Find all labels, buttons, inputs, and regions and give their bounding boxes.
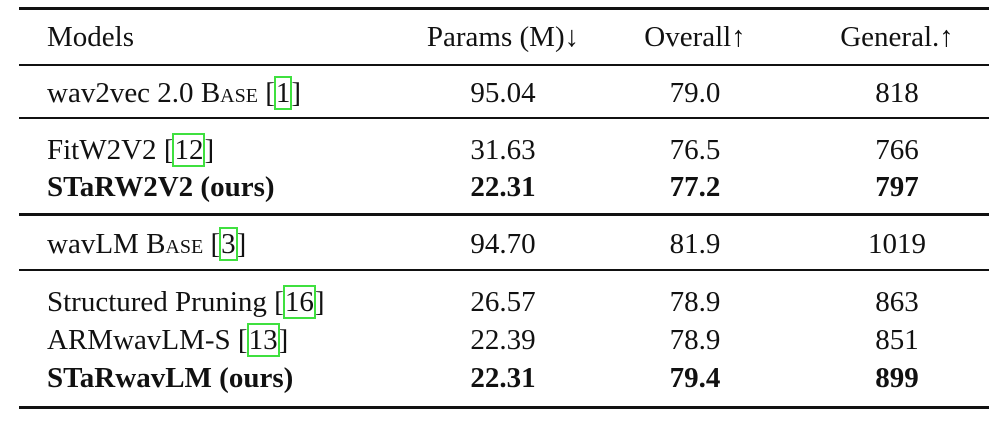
value-cell: 818 xyxy=(875,77,919,109)
citation-link[interactable]: 12 xyxy=(172,133,206,167)
header-cell: Overall↑ xyxy=(644,21,746,53)
value-cell: 899 xyxy=(875,362,919,394)
value-cell: 94.70 xyxy=(470,228,536,260)
model-name: FitW2V2 xyxy=(47,134,164,166)
header-cell: General.↑ xyxy=(840,21,954,53)
citation: [3] xyxy=(210,227,247,261)
model-name: wav2vec 2.0 xyxy=(47,77,201,109)
header-rule xyxy=(19,64,989,66)
citation-link[interactable]: 16 xyxy=(282,285,316,319)
model-name: Structured Pruning xyxy=(47,286,275,318)
model-name: wavLM xyxy=(47,228,147,260)
model-cell: STaRwavLM (ours) xyxy=(47,361,293,395)
value-cell: 81.9 xyxy=(669,228,721,260)
model-name: ARMwavLM-S xyxy=(47,324,238,356)
header-cell: Models xyxy=(47,21,134,53)
header-cell: Params (M)↓ xyxy=(426,21,580,53)
model-cell: Structured Pruning [16] xyxy=(47,285,325,319)
citation: [12] xyxy=(163,133,215,167)
value-cell: 22.39 xyxy=(470,324,536,356)
model-variant: Base xyxy=(146,228,204,260)
bottom-rule xyxy=(19,406,989,409)
value-cell: 851 xyxy=(875,324,919,356)
value-cell: 1019 xyxy=(868,228,926,260)
model-cell: wavLM Base [3] xyxy=(47,227,246,261)
top-rule xyxy=(19,7,989,10)
model-cell: STaRW2V2 (ours) xyxy=(47,170,275,204)
citation: [16] xyxy=(274,285,325,319)
group-rule xyxy=(19,213,989,216)
citation: [13] xyxy=(237,323,289,357)
value-cell: 22.31 xyxy=(470,171,536,203)
value-cell: 79.4 xyxy=(669,362,721,394)
value-cell: 31.63 xyxy=(470,134,536,166)
value-cell: 79.0 xyxy=(669,77,721,109)
model-cell: wav2vec 2.0 Base [1] xyxy=(47,76,301,110)
value-cell: 76.5 xyxy=(669,134,721,166)
model-name: STaRwavLM (ours) xyxy=(47,362,294,394)
citation-link[interactable]: 3 xyxy=(219,227,238,261)
value-cell: 863 xyxy=(875,286,919,318)
group-rule xyxy=(19,269,989,271)
value-cell: 78.9 xyxy=(669,286,721,318)
citation-link[interactable]: 1 xyxy=(273,76,293,110)
value-cell: 26.57 xyxy=(470,286,536,318)
group-rule xyxy=(19,117,989,119)
citation: [1] xyxy=(265,76,302,110)
value-cell: 77.2 xyxy=(669,171,721,203)
value-cell: 95.04 xyxy=(470,77,536,109)
model-name: STaRW2V2 (ours) xyxy=(47,171,275,203)
model-cell: ARMwavLM-S [13] xyxy=(47,323,288,357)
model-cell: FitW2V2 [12] xyxy=(47,133,214,167)
value-cell: 766 xyxy=(875,134,919,166)
value-cell: 78.9 xyxy=(669,324,721,356)
model-variant: Base xyxy=(200,77,258,109)
value-cell: 797 xyxy=(875,171,919,203)
citation-link[interactable]: 13 xyxy=(246,323,280,357)
value-cell: 22.31 xyxy=(470,362,536,394)
